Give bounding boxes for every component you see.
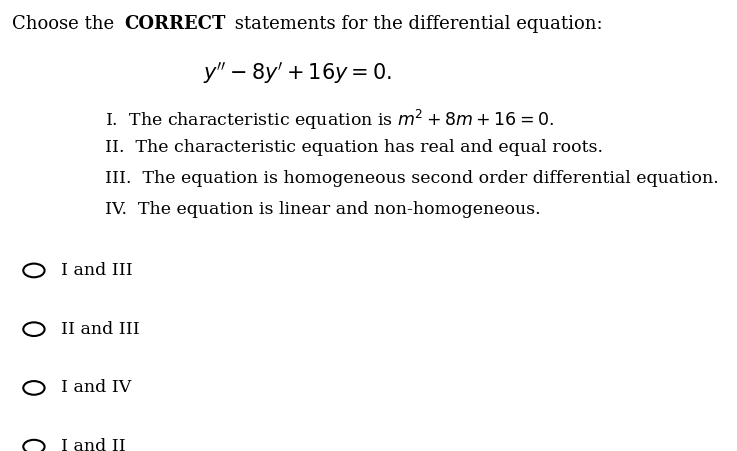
Text: I and IV: I and IV — [60, 379, 130, 396]
Text: III.  The equation is homogeneous second order differential equation.: III. The equation is homogeneous second … — [105, 170, 719, 187]
Text: CORRECT: CORRECT — [124, 14, 226, 32]
Text: IV.  The equation is linear and non-homogeneous.: IV. The equation is linear and non-homog… — [105, 201, 540, 218]
Text: statements for the differential equation:: statements for the differential equation… — [228, 14, 602, 32]
Text: I and III: I and III — [60, 262, 133, 279]
Text: I and II: I and II — [60, 438, 125, 451]
Text: II.  The characteristic equation has real and equal roots.: II. The characteristic equation has real… — [105, 138, 603, 156]
Text: I.  The characteristic equation is $m^2 + 8m + 16 = 0$.: I. The characteristic equation is $m^2 +… — [105, 107, 554, 132]
Text: $y'' - 8y' + 16y = 0.$: $y'' - 8y' + 16y = 0.$ — [203, 60, 392, 86]
Text: II and III: II and III — [60, 321, 139, 338]
Text: Choose the: Choose the — [12, 14, 120, 32]
